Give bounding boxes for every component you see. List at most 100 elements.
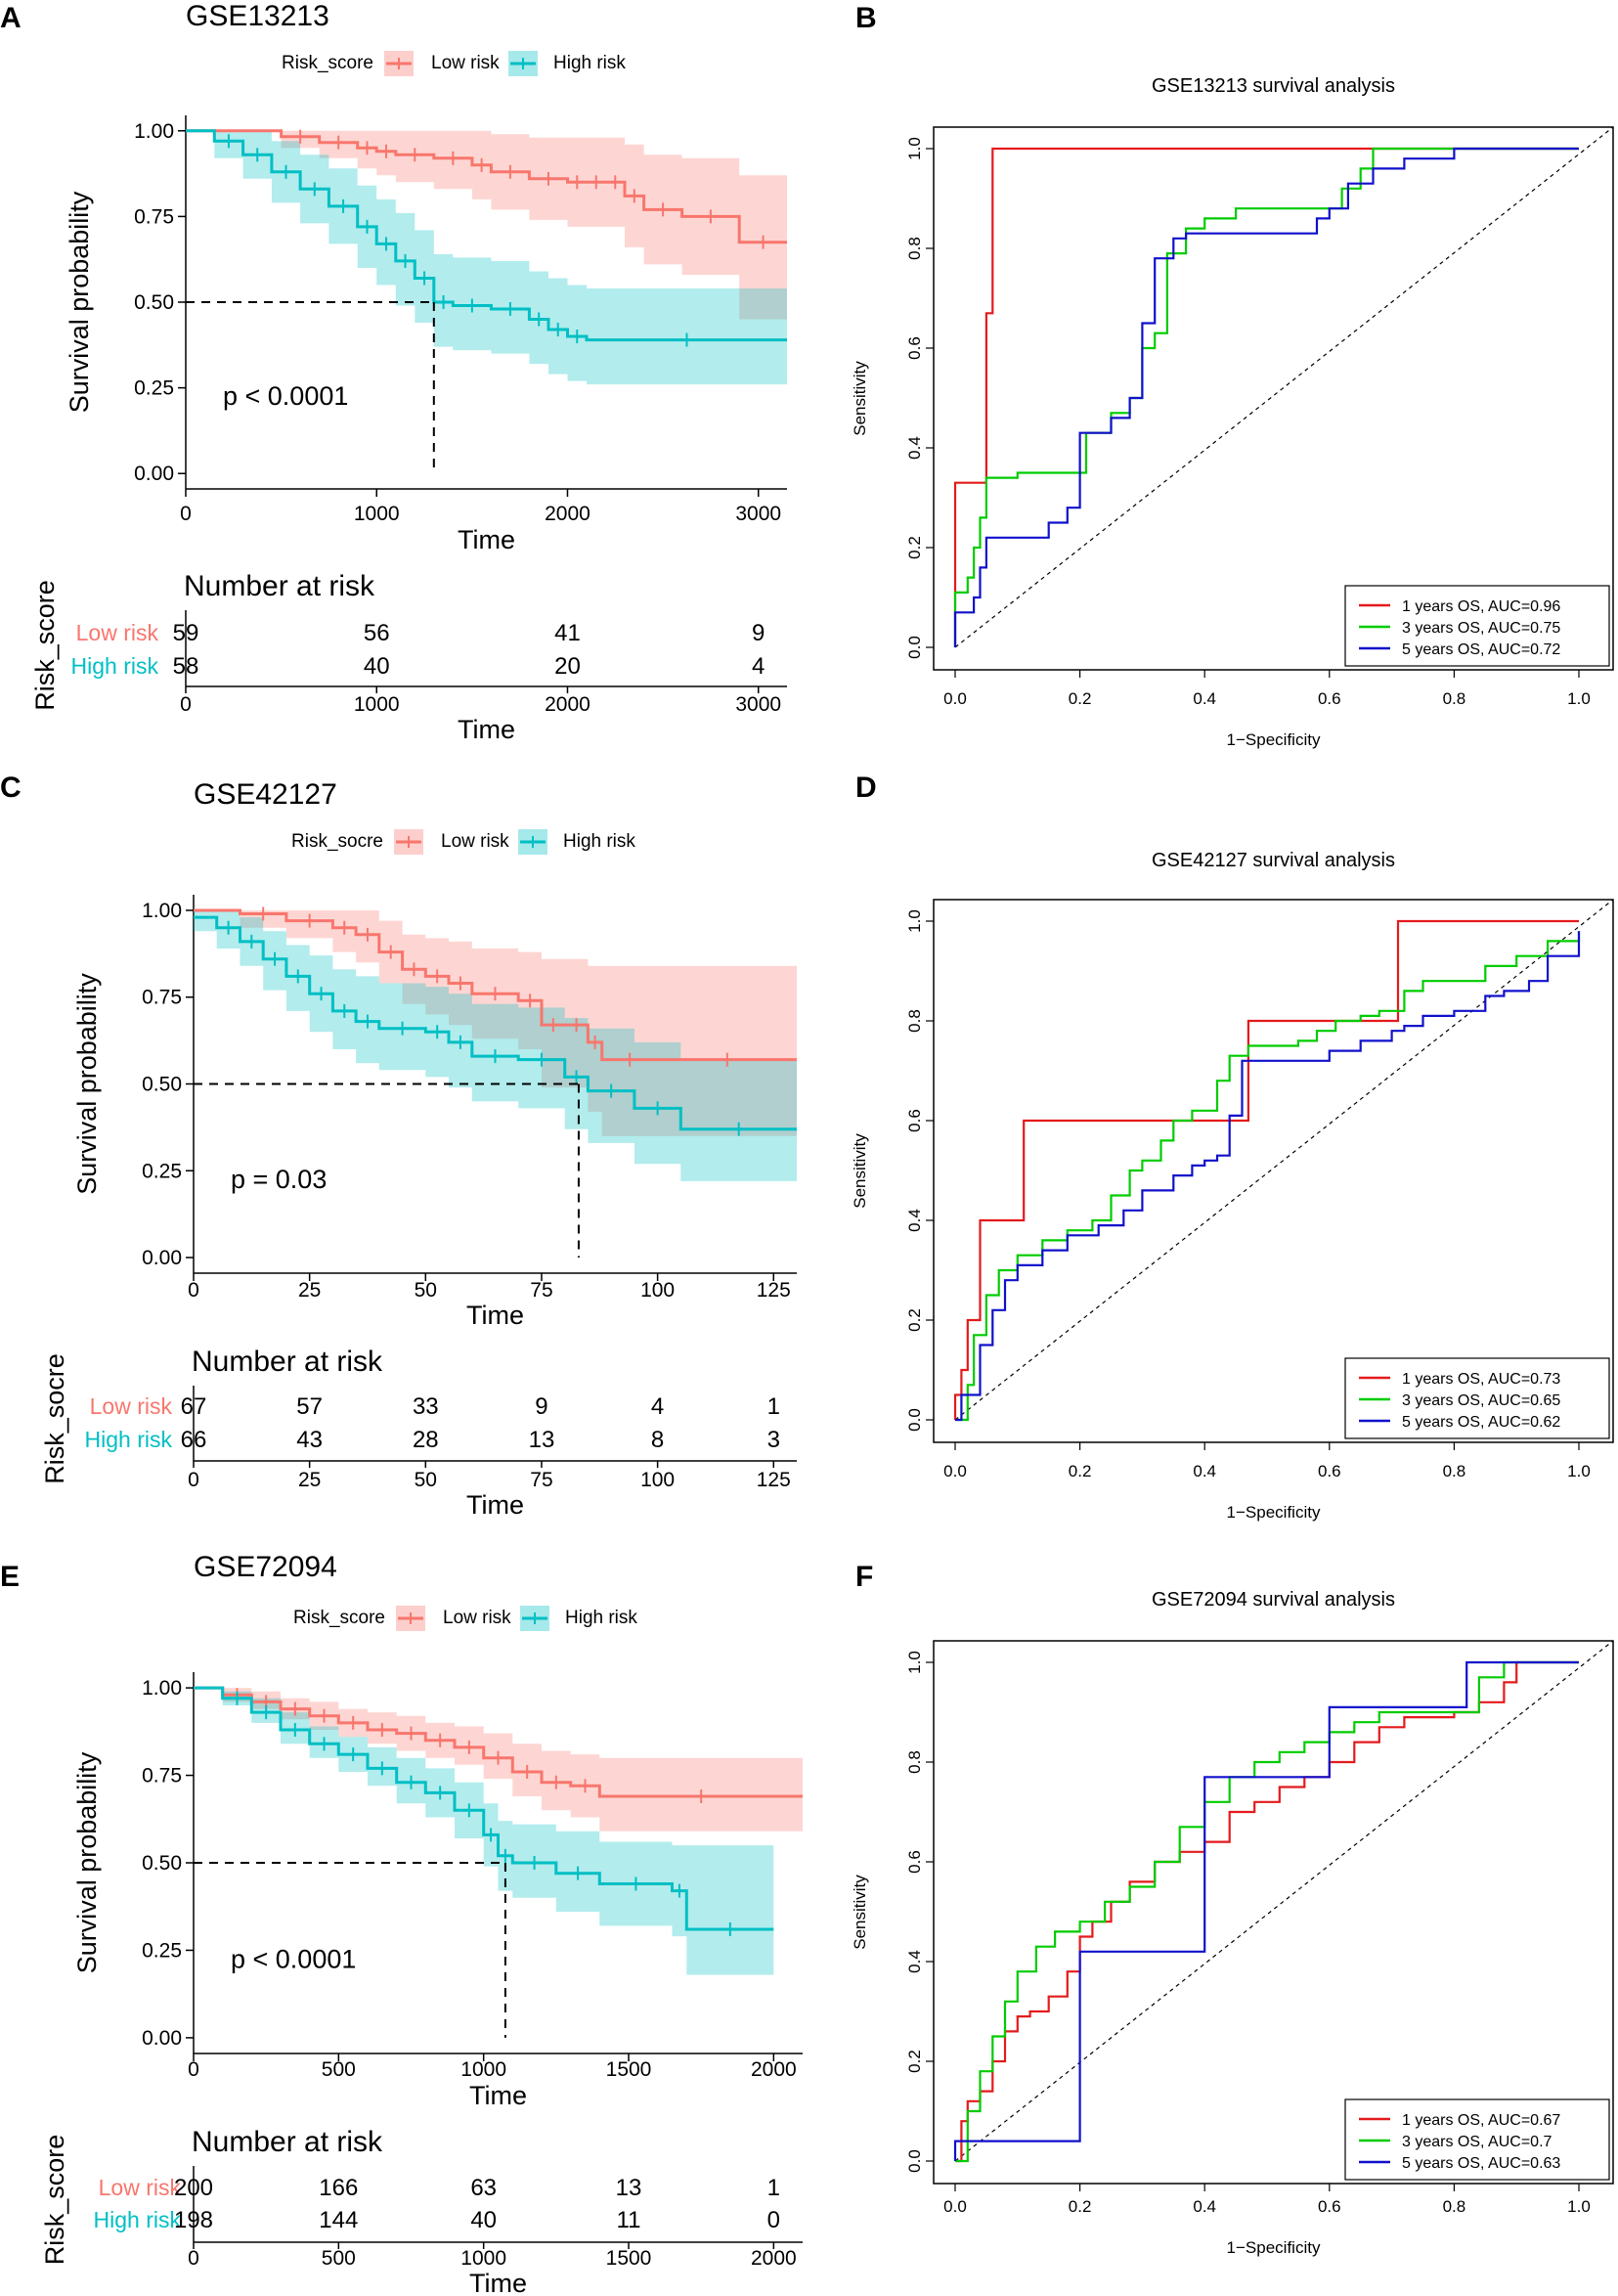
x-axis-title: Time (458, 525, 515, 554)
roc-y-axis-title: Sensitivity (851, 1875, 869, 1950)
legend-label-low: Low risk (443, 1608, 511, 1628)
risk-count: 20 (554, 653, 581, 680)
legend-label-low: Low risk (441, 831, 509, 852)
y-tick-label: 0.75 (134, 205, 174, 228)
risk-count: 40 (364, 653, 390, 680)
x-tick-label: 1000 (354, 503, 400, 525)
risk-count: 3 (767, 1427, 780, 1453)
risk-count: 8 (651, 1427, 664, 1453)
risk-table-title: Number at risk (192, 1346, 383, 1378)
y-tick-label: 1.00 (142, 900, 182, 922)
risk-x-tick-label: 1500 (606, 2247, 652, 2270)
roc-y-tick-label: 0.2 (905, 2050, 924, 2073)
roc-x-tick-label: 0.6 (1318, 2197, 1341, 2216)
risk-count: 13 (529, 1427, 555, 1453)
roc-x-tick-label: 0.0 (943, 689, 967, 708)
y-tick-label: 0.75 (142, 1765, 182, 1788)
roc-x-tick-label: 0.4 (1193, 2197, 1216, 2216)
roc-y-tick-label: 0.4 (905, 436, 924, 460)
roc-y-tick-label: 1.0 (905, 137, 924, 160)
roc-title: GSE42127 survival analysis (1152, 850, 1395, 871)
roc-y-tick-label: 0.8 (905, 237, 924, 260)
legend-title: Risk_score (293, 1608, 385, 1628)
x-tick-label: 100 (640, 1279, 675, 1302)
roc-x-tick-label: 0.2 (1069, 2197, 1092, 2216)
roc-y-tick-label: 0.0 (905, 2149, 924, 2173)
roc-curve-5-year (953, 147, 1579, 647)
legend-title: Risk_score (282, 53, 373, 73)
roc-frame (933, 1640, 1614, 2185)
risk-x-tick-label: 125 (757, 1469, 791, 1491)
risk-y-axis-title: Risk_score (40, 2135, 69, 2266)
y-tick-label: 0.00 (134, 463, 174, 485)
panel-letter: E (0, 1561, 20, 1593)
roc-curve-3-year (955, 931, 1581, 1422)
panel-letter: B (855, 2, 877, 34)
risk-count: 13 (616, 2175, 642, 2201)
x-tick-label: 3000 (735, 503, 781, 525)
x-tick-label: 0 (188, 2058, 199, 2081)
roc-legend-label: 1 years OS, AUC=0.67 (1402, 2112, 1560, 2129)
roc-legend-label: 1 years OS, AUC=0.96 (1402, 598, 1560, 615)
risk-count: 63 (470, 2175, 497, 2201)
roc-y-tick-label: 0.8 (905, 1009, 924, 1033)
roc-panel-F: F GSE72094 survival analysis 0.0 0.0 0.2 0.2 0… (851, 1561, 1614, 2257)
roc-x-tick-label: 0.6 (1318, 1462, 1341, 1480)
plot-title: GSE13213 (186, 0, 329, 32)
risk-x-tick-label: 1000 (354, 693, 400, 716)
risk-x-tick-label: 2000 (751, 2247, 797, 2270)
risk-count: 1 (767, 1393, 780, 1420)
roc-x-tick-label: 0.0 (943, 2197, 967, 2216)
risk-x-tick-label: 0 (188, 2247, 199, 2270)
legend-label-high: High risk (563, 831, 635, 852)
y-axis-title: Survival probability (65, 191, 94, 413)
roc-y-tick-label: 0.6 (905, 1850, 924, 1874)
x-tick-label: 0 (188, 1279, 199, 1302)
high-risk-confidence-band (186, 130, 787, 385)
risk-x-tick-label: 3000 (735, 693, 781, 716)
legend-label-high: High risk (565, 1608, 637, 1628)
y-tick-label: 0.75 (142, 987, 182, 1009)
roc-curve-5-year (953, 1660, 1579, 2161)
risk-count: 11 (617, 2207, 641, 2233)
risk-y-axis-title: Risk_socre (40, 1353, 69, 1484)
x-tick-label: 75 (530, 1279, 552, 1302)
roc-legend-label: 5 years OS, AUC=0.72 (1402, 641, 1560, 658)
risk-table-title: Number at risk (192, 2126, 383, 2158)
roc-x-axis-title: 1−Specificity (1227, 1503, 1321, 1522)
y-tick-label: 0.50 (142, 1074, 182, 1096)
x-tick-label: 2000 (545, 503, 590, 525)
roc-y-tick-label: 0.2 (905, 536, 924, 559)
roc-curve-1-year (953, 147, 1579, 647)
risk-count: 166 (319, 2175, 358, 2201)
x-tick-label: 500 (322, 2058, 356, 2081)
y-tick-label: 1.00 (142, 1677, 182, 1700)
roc-curve-5-year (955, 931, 1581, 1422)
roc-title: GSE72094 survival analysis (1152, 1589, 1395, 1611)
roc-legend-label: 3 years OS, AUC=0.65 (1402, 1392, 1560, 1409)
roc-x-axis-title: 1−Specificity (1227, 2238, 1321, 2257)
roc-y-tick-label: 0.4 (905, 1950, 924, 1973)
legend-label-high: High risk (553, 53, 626, 73)
risk-x-tick-label: 2000 (545, 693, 590, 716)
risk-count: 41 (554, 620, 581, 646)
legend: Risk_score Low risk High risk (293, 1606, 637, 1631)
x-tick-label: 50 (415, 1279, 437, 1302)
roc-y-tick-label: 0.6 (905, 336, 924, 360)
roc-y-tick-label: 1.0 (905, 1651, 924, 1674)
x-tick-label: 1500 (606, 2058, 652, 2081)
legend-title: Risk_socre (291, 831, 383, 852)
roc-title: GSE13213 survival analysis (1152, 75, 1395, 97)
roc-legend-label: 3 years OS, AUC=0.7 (1402, 2134, 1552, 2150)
low-risk-survival-curve (186, 129, 787, 244)
risk-row-label-high-risk: High risk (71, 653, 159, 679)
risk-count: 43 (296, 1427, 323, 1453)
roc-diagonal-reference (954, 1640, 1614, 2162)
risk-count: 4 (651, 1393, 664, 1420)
risk-x-tick-label: 1000 (460, 2247, 506, 2270)
risk-count: 28 (413, 1427, 439, 1453)
roc-legend-label: 1 years OS, AUC=0.73 (1402, 1371, 1560, 1388)
